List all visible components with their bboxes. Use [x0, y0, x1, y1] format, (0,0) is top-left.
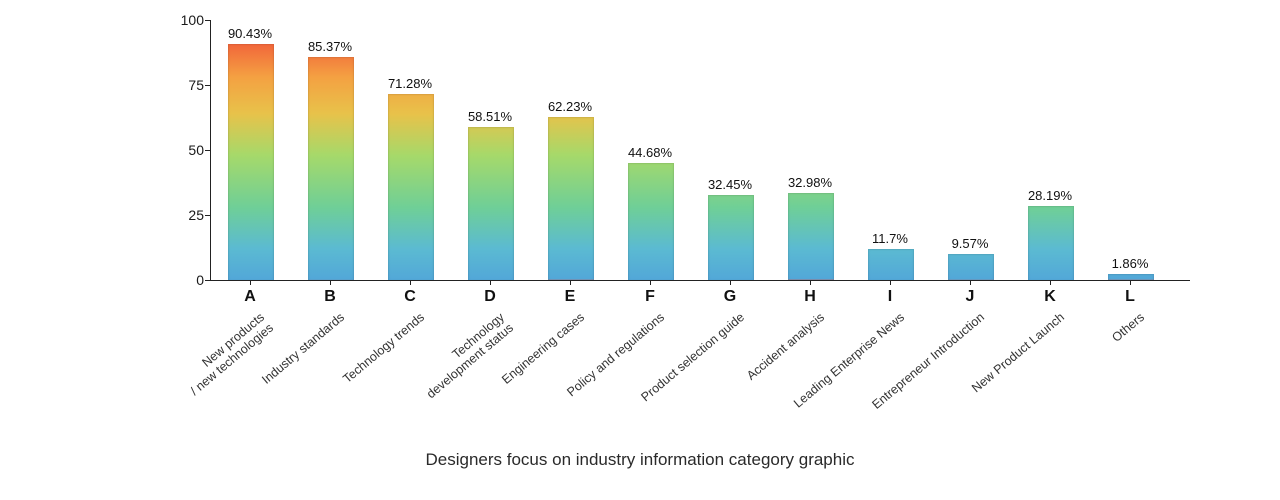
bar-value-label: 28.19% [1010, 188, 1090, 203]
y-axis: 0255075100 [170, 20, 210, 280]
bar-value-label: 90.43% [210, 26, 290, 41]
category-letter: L [1125, 288, 1135, 306]
bar-c [388, 94, 434, 280]
category-letter: C [404, 288, 416, 306]
bar-d [468, 127, 514, 280]
category-description: Engineering cases [499, 310, 587, 387]
category-description: Others [1109, 310, 1147, 345]
bar-j [948, 254, 994, 280]
x-axis-line [210, 280, 1190, 281]
bar-value-label: 58.51% [450, 109, 530, 124]
y-tick-mark [205, 280, 210, 281]
bar-f [628, 163, 674, 280]
category-letter: E [565, 288, 576, 306]
bar-a [228, 44, 274, 280]
bar-l [1108, 274, 1154, 280]
category-description: Technology trends [340, 310, 427, 386]
category-description: New products/ new technologies [135, 310, 276, 435]
x-tick-mark [250, 280, 251, 285]
bar-k [1028, 206, 1074, 280]
y-tick-label: 75 [188, 77, 204, 93]
bar-value-label: 32.98% [770, 175, 850, 190]
chart-container: 0 25 50 75 100 90.43%85.37% 71.28% 58.51%62.23… [0, 0, 1280, 500]
category-letter: I [888, 288, 892, 306]
bar-value-label: 32.45% [690, 177, 770, 192]
y-tick-mark [205, 215, 210, 216]
x-tick-mark [570, 280, 571, 285]
category-letter: D [484, 288, 496, 306]
category-letter: G [724, 288, 736, 306]
category-letter: K [1044, 288, 1056, 306]
x-tick-mark [330, 280, 331, 285]
bar-value-label: 85.37% [290, 39, 370, 54]
x-tick-mark [970, 280, 971, 285]
category-letter: A [244, 288, 256, 306]
bar-value-label: 71.28% [370, 76, 450, 91]
y-tick-label: 50 [188, 142, 204, 158]
bar-value-label: 44.68% [610, 145, 690, 160]
y-tick-mark [205, 20, 210, 21]
y-tick-label: 0 [196, 272, 204, 288]
y-tick-label: 25 [188, 207, 204, 223]
bar-value-label: 62.23% [530, 99, 610, 114]
category-letter: B [324, 288, 336, 306]
y-tick-mark [205, 150, 210, 151]
plot-area: 90.43%85.37% 71.28% 58.51%62.23% 44.68% 32.4… [210, 20, 1190, 280]
bar-i [868, 249, 914, 280]
bar-value-label: 9.57% [930, 236, 1010, 251]
bar-e [548, 117, 594, 280]
x-tick-mark [810, 280, 811, 285]
bar-value-label: 1.86% [1090, 256, 1170, 271]
bar-value-label: 11.7% [850, 231, 930, 246]
bar-h [788, 193, 834, 280]
bar-b [308, 57, 354, 280]
x-tick-mark [490, 280, 491, 285]
y-tick-mark [205, 85, 210, 86]
y-tick-label: 100 [181, 12, 204, 28]
x-tick-mark [890, 280, 891, 285]
category-letter: J [966, 288, 975, 306]
chart-caption: Designers focus on industry information … [0, 450, 1280, 470]
category-letter: H [804, 288, 816, 306]
x-tick-mark [730, 280, 731, 285]
category-letter: F [645, 288, 655, 306]
bar-g [708, 195, 754, 280]
x-axis-labels: ANew products/ new technologiesBIndustry… [210, 288, 1190, 448]
category-description: Accident analysis [744, 310, 827, 383]
x-tick-mark [650, 280, 651, 285]
x-tick-mark [1130, 280, 1131, 285]
category-description: Industry standards [259, 310, 347, 387]
x-tick-mark [410, 280, 411, 285]
x-tick-mark [1050, 280, 1051, 285]
